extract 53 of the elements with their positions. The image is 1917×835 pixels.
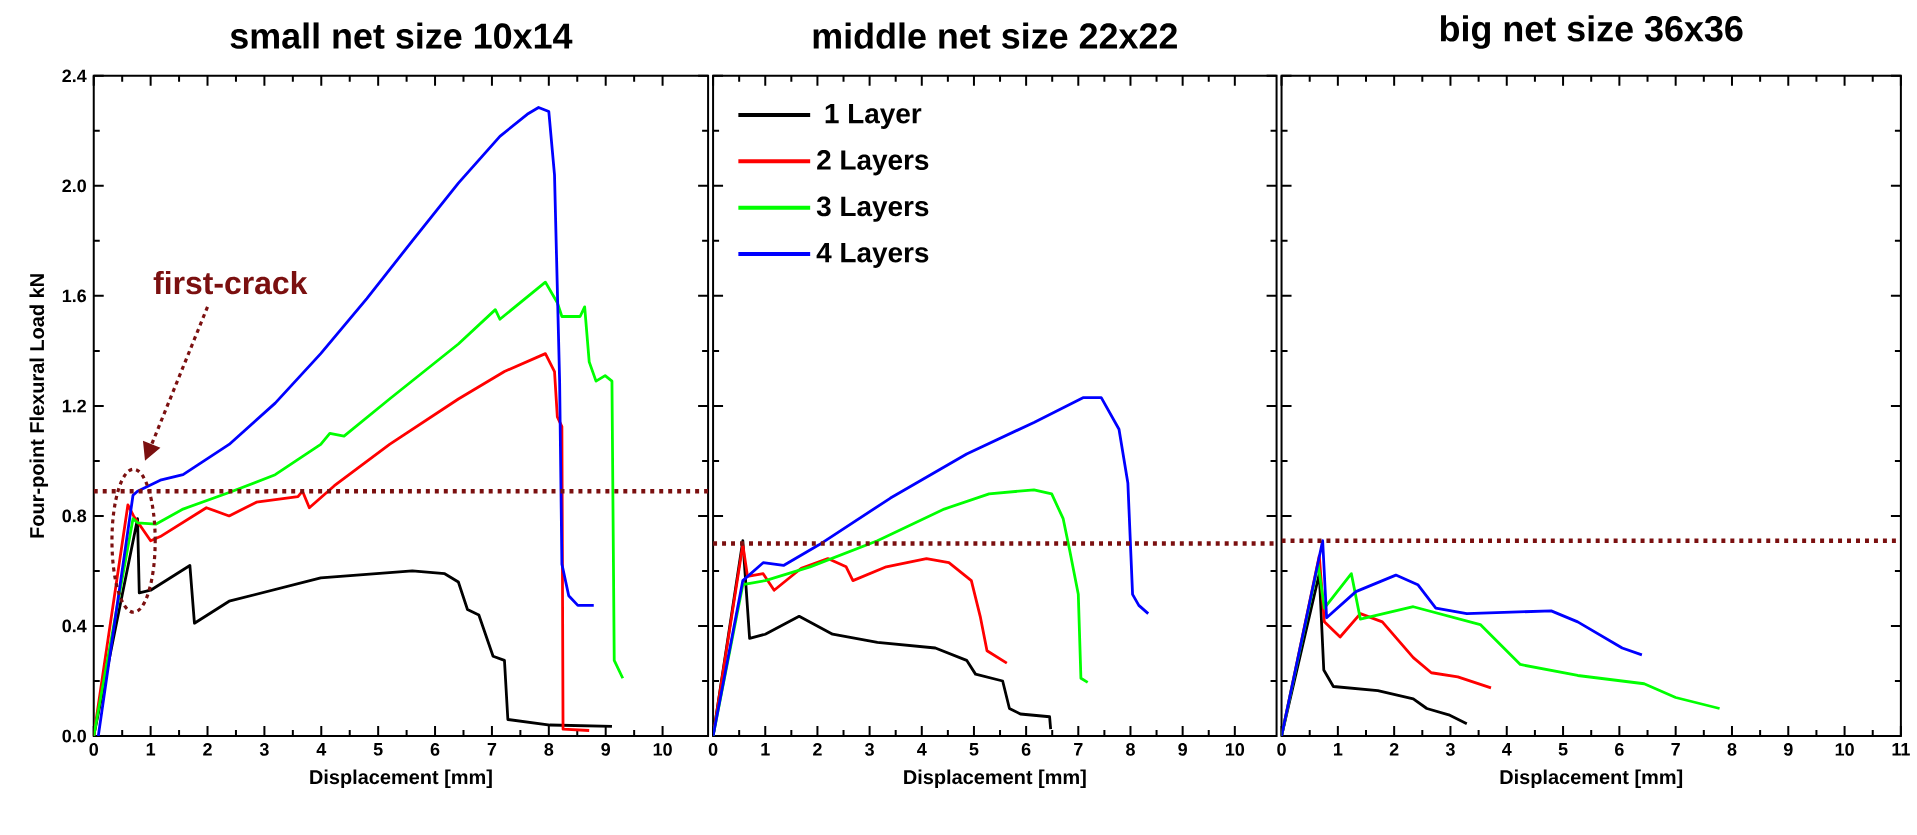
x-tick-label: 4 [316, 743, 327, 756]
y-tick-label: 2.4 [62, 69, 87, 83]
chart-title: big net size 36x36 [1440, 15, 1743, 49]
x-axis-title: Displacement [mm] [904, 769, 1086, 789]
x-tick-label: 7 [487, 743, 497, 756]
legend-label: 2 Layers [817, 150, 929, 176]
x-tick-label: 2 [203, 743, 212, 756]
x-tick-label: 6 [1021, 743, 1031, 756]
y-tick-label: 2.0 [62, 179, 86, 193]
y-tick-label: 0.8 [62, 509, 87, 523]
y-axis-title: Four-point Flexural Load kN [29, 274, 49, 538]
x-tick-label: 5 [1558, 743, 1568, 756]
x-tick-label: 2 [813, 743, 822, 756]
chart-title: small net size 10x14 [230, 22, 573, 49]
x-tick-label: 10 [1225, 743, 1245, 756]
x-tick-label: 7 [1074, 743, 1083, 756]
chart-title: middle net size 22x22 [813, 22, 1177, 49]
x-tick-label: 8 [544, 743, 554, 756]
y-tick-label: 0.0 [62, 729, 86, 743]
x-tick-label: 9 [601, 743, 611, 756]
legend-label: 3 Layers [816, 196, 929, 222]
x-tick-label: 3 [259, 743, 269, 756]
x-tick-label: 6 [1615, 743, 1624, 756]
x-tick-label: 2 [1389, 743, 1399, 756]
legend-label: 1 Layer [825, 104, 922, 130]
x-tick-label: 7 [1671, 743, 1680, 756]
x-axis-title: Displacement [mm] [310, 769, 492, 789]
x-tick-label: 0 [1277, 743, 1286, 756]
x-tick-label: 6 [430, 743, 440, 756]
x-tick-label: 4 [1502, 743, 1512, 756]
x-tick-label: 5 [373, 743, 383, 756]
x-tick-label: 11 [1892, 743, 1910, 756]
y-tick-label: 0.4 [62, 619, 87, 633]
x-tick-label: 10 [1835, 743, 1854, 756]
x-tick-label: 0 [89, 743, 99, 756]
y-tick-label: 1.6 [62, 289, 87, 303]
x-tick-label: 3 [1445, 743, 1455, 756]
x-tick-label: 1 [146, 743, 156, 756]
x-tick-label: 0 [708, 743, 718, 756]
annotation: first-crack [153, 271, 308, 295]
x-tick-label: 1 [1333, 743, 1343, 756]
x-tick-label: 3 [865, 743, 874, 756]
legend-label: 4 Layers [816, 243, 929, 269]
x-tick-label: 1 [761, 743, 770, 756]
x-axis-title: Displacement [mm] [1500, 769, 1683, 789]
x-tick-label: 9 [1783, 743, 1793, 756]
x-tick-label: 4 [917, 743, 927, 756]
x-tick-label: 8 [1126, 743, 1135, 756]
y-tick-label: 1.2 [62, 399, 86, 413]
x-tick-label: 8 [1727, 743, 1737, 756]
x-tick-label: 5 [969, 743, 979, 756]
x-tick-label: 9 [1178, 743, 1187, 756]
x-tick-label: 10 [653, 743, 672, 756]
